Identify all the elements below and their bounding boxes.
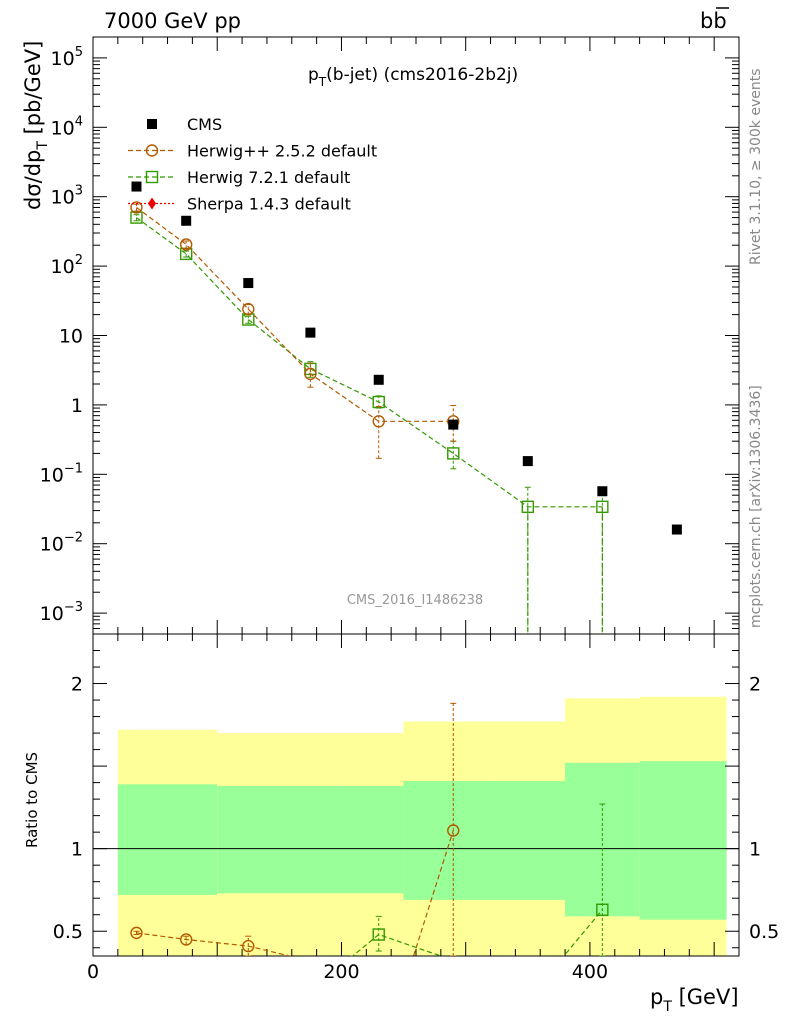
ratio-point	[372, 928, 385, 941]
legend-entry: Sherpa 1.4.3 default	[128, 195, 351, 214]
y-tick-label: 10−2	[40, 531, 83, 556]
y-tick-label-exponent: −1	[64, 461, 83, 476]
legend-label: Herwig++ 2.5.2 default	[187, 142, 377, 161]
x-axis-label: pT [GeV]	[650, 985, 739, 1015]
herwigpp-point	[179, 238, 193, 251]
ratio-point	[179, 933, 193, 946]
beam-label: 7000 GeV pp	[104, 9, 241, 33]
cms-point	[373, 374, 384, 385]
x-tick-label: 0	[87, 961, 99, 983]
y-tick-label-exponent: 4	[75, 114, 83, 129]
analysis-watermark: CMS_2016_I1486238	[347, 593, 483, 608]
legend-label: Sherpa 1.4.3 default	[187, 195, 351, 214]
ratio-point	[130, 926, 143, 940]
y-tick-label-base: 10	[51, 187, 75, 209]
y-tick-label-base: 10	[51, 48, 75, 70]
herwig7-line	[136, 217, 603, 508]
legend-marker	[147, 119, 157, 129]
y-tick-label: 104	[51, 114, 83, 139]
inner-band-segment	[490, 780, 566, 900]
ratio-y-tick-label-right: 2	[749, 674, 761, 696]
ratio-y-tick-label: 2	[71, 674, 83, 696]
herwigpp-point	[304, 367, 317, 381]
legend-marker	[145, 144, 159, 157]
cms-point	[305, 327, 316, 338]
y-tick-label-base: 10	[40, 534, 64, 556]
ratio-uncertainty-bands	[117, 696, 727, 956]
herwigpp-point	[372, 415, 385, 428]
herwigpp-point	[130, 201, 143, 214]
y-tick-label-base: 10	[51, 117, 75, 139]
y-tick-label: 103	[51, 184, 83, 209]
y-tick-label-base: 10	[40, 464, 64, 486]
ratio-point	[242, 939, 255, 953]
y-tick-label: 105	[51, 45, 83, 70]
rivet-version-label: Rivet 3.1.10, ≥ 300k events	[748, 68, 764, 265]
inner-band-segment	[117, 784, 218, 895]
y-tick-label: 1	[71, 395, 83, 417]
legend-entry: Herwig 7.2.1 default	[128, 168, 350, 187]
main-y-axis-label: dσ/dpT [pb/GeV]	[21, 41, 51, 210]
cms-point	[671, 524, 682, 535]
cms-point	[448, 419, 459, 430]
x-tick-label: 400	[572, 961, 608, 983]
y-tick-label-base: 10	[40, 603, 64, 625]
cms-point	[522, 456, 533, 467]
legend-label: Herwig 7.2.1 default	[187, 168, 350, 187]
inner-band-segment	[341, 785, 404, 894]
y-tick-label-exponent: 5	[75, 45, 83, 60]
legend-marker	[148, 197, 156, 210]
herwig7-point	[521, 500, 535, 514]
process-label: bb	[700, 9, 727, 33]
ratio-y-axis-label: Ratio to CMS	[23, 752, 41, 848]
legend-label: CMS	[187, 115, 222, 134]
cms-point	[243, 278, 254, 289]
ratio-point	[596, 903, 609, 916]
legend: CMS Herwig++ 2.5.2 default Herwig 7.2.1 de…	[128, 115, 377, 214]
legend-marker	[145, 170, 159, 184]
plot-title: pT(b-jet) (cms2016-2b2j)	[308, 65, 518, 89]
ratio-y-tick-labels: 0.5 0.5 1 1 2 2	[53, 674, 779, 944]
x-ticks	[92, 37, 740, 956]
y-tick-label-exponent: −2	[64, 531, 83, 546]
herwig7-point	[130, 211, 143, 224]
ratio-y-tick-label: 0.5	[53, 921, 83, 943]
y-tick-label: 10	[59, 326, 83, 348]
herwigpp-line	[136, 206, 454, 422]
herwig7-point	[596, 500, 609, 514]
cms-point	[131, 181, 142, 192]
cms-point	[181, 215, 192, 226]
y-tick-label: 102	[51, 253, 83, 278]
y-tick-label-base: 10	[59, 326, 83, 348]
y-tick-label-base: 10	[51, 256, 75, 278]
main-y-ticks	[93, 36, 739, 635]
ratio-y-tick-label-right: 0.5	[749, 921, 779, 943]
y-tick-label-base: 1	[71, 395, 83, 417]
ratio-point	[447, 824, 460, 837]
cms-point	[597, 486, 608, 497]
legend-entry: CMS	[147, 115, 222, 134]
x-tick-labels: 0 200 400	[87, 961, 608, 983]
legend-entry: Herwig++ 2.5.2 default	[128, 142, 377, 161]
main-series	[130, 181, 682, 634]
x-tick-label: 200	[323, 961, 359, 983]
ratio-line	[349, 909, 603, 956]
y-tick-label-exponent: −3	[64, 600, 83, 615]
ratio-y-tick-label-right: 1	[749, 839, 761, 861]
herwig7-point	[447, 447, 460, 460]
y-tick-label: 10−3	[40, 600, 83, 625]
inner-band-segment	[403, 780, 491, 900]
y-tick-label: 10−1	[40, 461, 83, 486]
inner-band-segment	[217, 785, 342, 894]
inner-band-segment	[639, 761, 727, 920]
y-tick-label-exponent: 2	[75, 253, 83, 268]
ratio-line	[136, 830, 454, 956]
ratio-y-tick-label: 1	[71, 839, 83, 861]
ratio-series	[130, 702, 609, 956]
y-tick-label-exponent: 3	[75, 184, 83, 199]
mcplots-label: mcplots.cern.ch [arXiv:1306.3436]	[748, 385, 764, 628]
herwigpp-point	[242, 302, 255, 316]
